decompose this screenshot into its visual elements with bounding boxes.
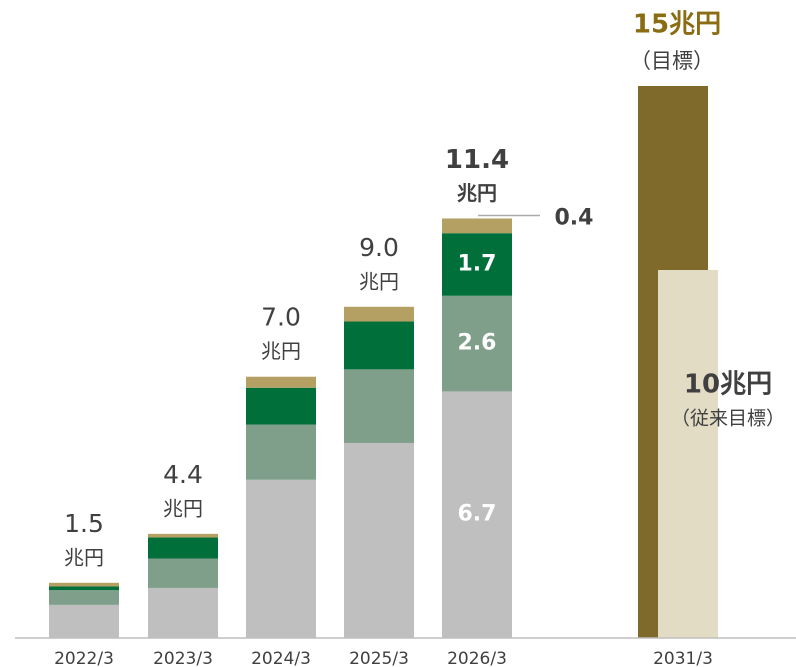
data-label: 0.4: [555, 205, 594, 230]
bar-segment: [49, 586, 119, 591]
total-label: 1.5: [64, 509, 104, 538]
x-tick-label: 2026/3: [447, 649, 507, 667]
x-tick-label: 2023/3: [153, 649, 213, 667]
total-unit: 兆円: [359, 269, 399, 293]
bar-segment: [246, 387, 316, 425]
bar-segment: [344, 442, 414, 638]
bar-segment: [442, 391, 512, 638]
data-label: 1.7: [458, 251, 497, 276]
data-label: 2.6: [458, 331, 497, 356]
bar-segment: [148, 587, 218, 638]
total-unit: 兆円: [64, 545, 104, 569]
bar-segment: [442, 295, 512, 392]
total-unit: 兆円: [457, 181, 497, 205]
bar-segment: [49, 582, 119, 587]
bar-segment: [344, 369, 414, 443]
total-unit: 兆円: [261, 339, 301, 363]
total-label: 7.0: [261, 303, 301, 332]
bar-segment: [148, 533, 218, 538]
x-tick-label: 2025/3: [349, 649, 409, 667]
bar-segment: [148, 537, 218, 559]
total-unit: 兆円: [163, 496, 203, 520]
target-bar: [658, 270, 718, 638]
x-tick-label: 2031/3: [653, 649, 713, 667]
target-label: 10兆円: [684, 370, 772, 400]
bar-segment: [344, 306, 414, 322]
bar-segment: [344, 321, 414, 370]
bar-segment: [246, 376, 316, 388]
x-tick-label: 2022/3: [54, 649, 114, 667]
total-label: 11.4: [445, 145, 509, 175]
target-note: （目標）: [630, 49, 714, 73]
target-label: 15兆円: [633, 10, 721, 40]
data-label: 6.7: [458, 502, 497, 527]
total-label: 9.0: [359, 233, 399, 262]
x-tick-label: 2024/3: [251, 649, 311, 667]
bar-segment: [148, 558, 218, 588]
target-note: （従来目標）: [671, 408, 785, 430]
bar-segment: [246, 479, 316, 638]
total-label: 4.4: [163, 460, 203, 489]
bar-segment: [442, 233, 512, 296]
bar-segment: [49, 590, 119, 605]
bar-segment: [246, 424, 316, 480]
bar-segment: [49, 604, 119, 638]
bar-segment: [442, 218, 512, 234]
